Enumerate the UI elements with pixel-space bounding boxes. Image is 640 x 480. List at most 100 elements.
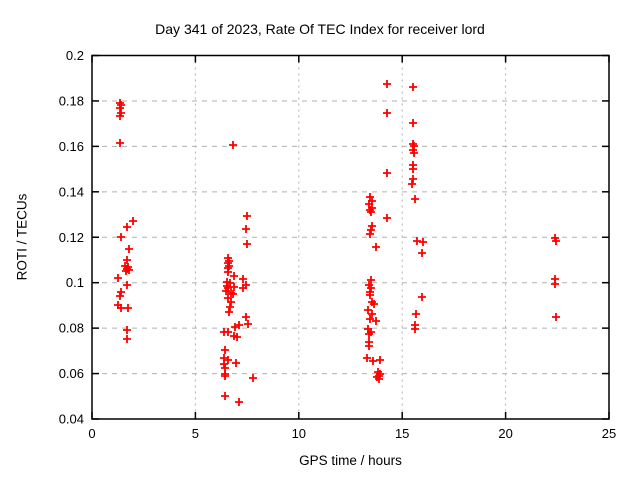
data-point-marker [239,275,247,283]
data-point-marker [367,284,375,292]
data-point-marker [117,288,125,296]
x-axis-label: GPS time / hours [299,453,402,468]
data-point-marker [123,326,131,334]
y-tick-label: 0.14 [59,184,84,199]
data-point-marker [365,342,373,350]
data-point-marker [230,283,238,291]
data-point-marker [232,359,240,367]
data-point-marker [123,281,131,289]
data-point-marker [372,317,380,325]
data-point-marker [116,139,124,147]
data-point-marker [114,274,122,282]
data-point-marker [229,290,237,298]
y-tick-label: 0.2 [66,48,84,63]
data-point-marker [123,335,131,343]
data-point-marker [411,195,419,203]
x-tick-label: 20 [498,426,512,441]
data-point-marker [418,249,426,257]
data-point-marker [122,267,130,275]
x-tick-label: 5 [192,426,199,441]
data-point-marker [383,169,391,177]
data-point-marker [225,308,233,316]
data-point-marker [408,180,416,188]
data-point-marker [117,304,125,312]
data-point-marker [409,83,417,91]
data-point-marker [364,306,372,314]
data-point-marker [366,315,374,323]
data-point-marker [367,276,375,284]
data-point-marker [418,293,426,301]
data-point-marker [409,165,417,173]
x-tick-label: 10 [292,426,306,441]
data-point-marker [242,313,250,321]
data-point-marker [249,374,257,382]
data-point-marker [410,149,418,157]
data-point-marker [551,280,559,288]
data-point-marker [220,360,228,368]
data-point-marker [221,346,229,354]
data-point-marker [419,238,427,246]
y-tick-label: 0.18 [59,93,84,108]
y-axis-label: ROTI / TECUs [14,193,30,281]
data-point-marker [227,298,235,306]
data-point-marker [410,142,418,150]
data-point-marker [367,208,375,216]
data-point-marker [222,287,230,295]
data-point-marker [116,292,124,300]
data-point-marker [411,325,419,333]
data-point-marker [383,109,391,117]
data-point-marker [412,310,420,318]
data-point-marker [129,217,137,225]
data-point-marker [123,256,131,264]
data-point-marker [409,175,417,183]
chart-title: Day 341 of 2023, Rate Of TEC Index for r… [155,21,485,37]
data-point-marker [366,291,374,299]
x-tick-label: 0 [88,426,95,441]
y-tick-label: 0.08 [59,321,84,336]
data-point-marker [552,237,560,245]
y-tick-label: 0.16 [59,139,84,154]
data-point-marker [230,272,238,280]
data-point-marker [370,300,378,308]
data-point-marker [243,212,251,220]
data-point-marker [243,240,251,248]
data-point-marker [383,80,391,88]
data-point-marker [221,372,229,380]
y-tick-label: 0.1 [66,275,84,290]
data-point-marker [244,320,252,328]
x-tick-label: 15 [395,426,409,441]
data-point-marker [233,333,241,341]
data-point-marker [229,141,237,149]
data-point-marker [409,119,417,127]
data-point-marker [117,233,125,241]
data-point-marker [375,375,383,383]
data-point-marker [552,313,560,321]
data-point-marker [224,268,232,276]
data-point-marker [376,356,384,364]
plot-border [91,54,610,420]
data-point-marker [363,354,371,362]
x-tick-label: 25 [602,426,616,441]
data-point-marker [123,223,131,231]
data-point-marker [242,225,250,233]
data-point-marker [372,243,380,251]
data-point-marker [116,112,124,120]
data-point-marker [231,323,239,331]
y-tick-label: 0.12 [59,230,84,245]
data-point-marker [239,284,247,292]
data-point-marker [365,330,373,338]
data-point-marker [221,392,229,400]
y-tick-label: 0.04 [59,412,84,427]
data-point-marker [383,214,391,222]
data-point-marker [224,356,232,364]
data-point-marker [369,357,377,365]
data-point-marker [368,222,376,230]
data-point-marker [116,104,124,112]
data-point-marker [413,237,421,245]
data-point-marker [366,230,374,238]
data-point-marker [367,226,375,234]
data-point-marker [224,328,232,336]
y-tick-label: 0.06 [59,366,84,381]
